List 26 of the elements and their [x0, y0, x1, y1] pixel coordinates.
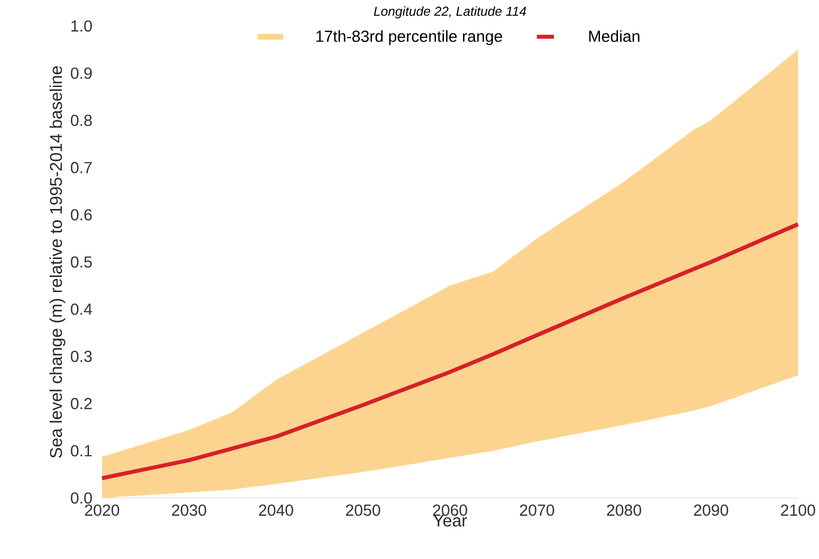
x-tick-label: 2040	[259, 504, 294, 516]
x-tick-label: 2100	[781, 504, 816, 516]
y-tick-label: 1.0	[71, 20, 92, 32]
y-tick-label: 0.8	[70, 114, 92, 126]
y-tick-label: 0.7	[70, 162, 92, 174]
x-tick-label: 2060	[433, 504, 468, 516]
x-tick-label: 2030	[172, 504, 206, 516]
y-tick-label: 0.9	[70, 68, 92, 79]
x-tick-label: 2050	[346, 504, 380, 516]
y-tick-label: 0.5	[70, 256, 92, 268]
x-tick-label: 2080	[607, 504, 642, 516]
y-tick-label: 0.6	[70, 209, 92, 220]
x-tick-label: 2070	[520, 504, 554, 516]
legend-label: Median	[589, 30, 640, 42]
y-tick-label: 0.1	[70, 445, 92, 456]
line-series	[100, 222, 800, 480]
y-tick-label: 0.4	[70, 304, 92, 315]
annotation: 17th-83rd percentile range	[316, 30, 502, 46]
x-tick-label: 2020	[85, 504, 120, 516]
y-tick-label: 0.3	[70, 350, 92, 362]
chart-title: Longitude 22, Latitude 114	[374, 6, 526, 18]
y-axis-title: Sea level change (m) relative to 1995-2014 baseline	[50, 66, 66, 458]
x-axis-title: Year	[433, 514, 467, 527]
y-tick-label: 0.2	[70, 398, 92, 410]
y-tick-label: 0.0	[70, 492, 92, 504]
x-tick-label: 2090	[694, 504, 728, 516]
